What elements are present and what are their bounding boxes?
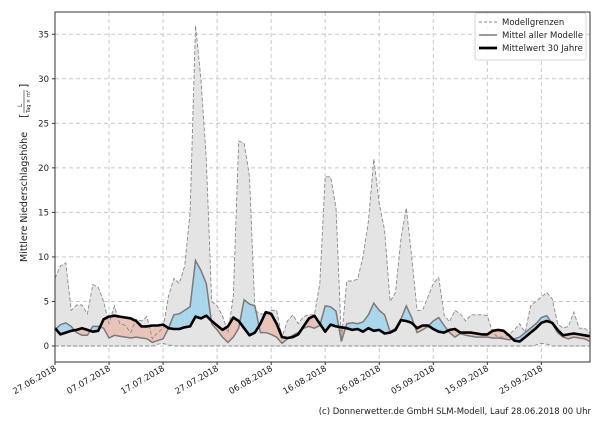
y-axis: 0 5 10 15 20 25 30 35 bbox=[38, 30, 55, 352]
x-tick-label: 25.09.2018 bbox=[498, 364, 545, 397]
model-range-area bbox=[55, 25, 590, 346]
above-normal-area bbox=[174, 314, 179, 329]
x-tick-label: 16.08.2018 bbox=[282, 364, 329, 397]
y-tick-label: 30 bbox=[38, 75, 49, 85]
plot-areas bbox=[55, 25, 590, 346]
x-tick-label: 17.07.2018 bbox=[119, 364, 166, 397]
y-axis-unit-denominator: Tag × m² bbox=[26, 90, 32, 114]
footer-credit: (c) Donnerwetter.de GmbH SLM-Modell, Lau… bbox=[319, 407, 592, 417]
below-normal-area bbox=[114, 316, 119, 336]
legend: Modellgrenzen Mittel aller Modelle Mitte… bbox=[475, 13, 586, 60]
y-tick-label: 35 bbox=[38, 30, 49, 40]
below-normal-area bbox=[266, 312, 271, 334]
x-tick-label: 06.08.2018 bbox=[228, 364, 275, 397]
below-normal-area bbox=[141, 326, 146, 338]
legend-label-mittel-aller-modelle: Mittel aller Modelle bbox=[502, 31, 583, 41]
below-normal-area bbox=[120, 317, 125, 337]
y-axis-label-text: Mittlere Niederschlagshöhe bbox=[19, 132, 30, 262]
x-tick-label: 26.08.2018 bbox=[336, 364, 383, 397]
y-tick-label: 20 bbox=[38, 164, 49, 174]
x-tick-label: 07.07.2018 bbox=[65, 364, 112, 397]
y-tick-label: 5 bbox=[44, 297, 49, 307]
y-tick-label: 10 bbox=[38, 253, 49, 263]
below-normal-area bbox=[109, 316, 114, 338]
x-tick-label: 15.09.2018 bbox=[444, 364, 491, 397]
x-tick-label: 27.07.2018 bbox=[173, 364, 220, 397]
y-axis-label-bracket-close: ] bbox=[17, 84, 30, 88]
legend-label-mittelwert-30-jahre: Mittelwert 30 Jahre bbox=[502, 44, 583, 54]
below-normal-area bbox=[125, 317, 130, 337]
y-tick-label: 0 bbox=[44, 342, 49, 352]
x-tick-label: 05.09.2018 bbox=[390, 364, 437, 397]
y-axis-label: Mittlere Niederschlagshöhe [ L Tag × m² … bbox=[17, 84, 32, 262]
x-tick-label: 27.06.2018 bbox=[11, 364, 58, 397]
y-axis-unit-numerator: L bbox=[17, 103, 24, 107]
above-normal-area bbox=[250, 304, 255, 335]
y-axis-label-bracket-open: [ bbox=[17, 114, 30, 118]
below-normal-area bbox=[158, 325, 163, 341]
y-tick-label: 15 bbox=[38, 208, 49, 218]
y-tick-label: 25 bbox=[38, 119, 49, 129]
legend-label-modellgrenzen: Modellgrenzen bbox=[502, 18, 564, 28]
